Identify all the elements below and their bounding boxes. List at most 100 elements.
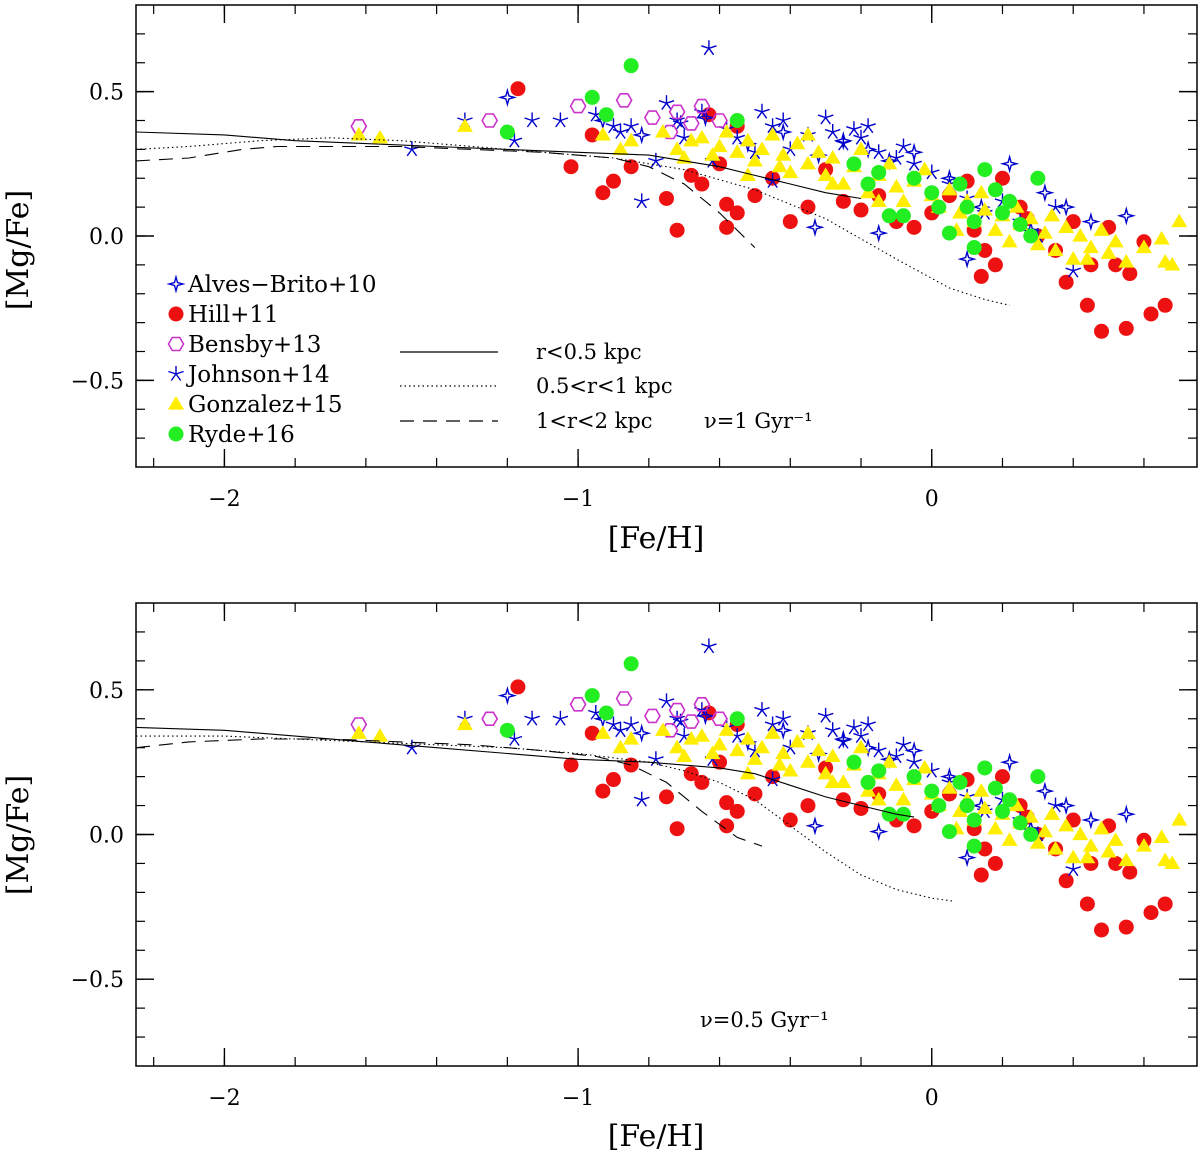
legend-marker-alves-brito-10 — [169, 277, 183, 291]
top-y-tick-label: −0.5 — [71, 369, 124, 394]
top-point-gonzalez-15 — [712, 138, 728, 152]
top-point-ryde-16 — [500, 125, 515, 140]
top-scatter-points — [351, 40, 1188, 338]
legend-label-hill: Hill+11 — [188, 302, 279, 328]
top-point-ryde-16 — [882, 208, 897, 223]
top-point-ryde-16 — [924, 185, 939, 200]
bottom-point-gonzalez-15 — [895, 792, 911, 806]
top-point-hill-11 — [1119, 321, 1134, 336]
bottom-point-ryde-16 — [924, 784, 939, 799]
top-point-bensby-13 — [617, 94, 632, 107]
bottom-point-hill-11 — [730, 804, 745, 819]
top-point-gonzalez-15 — [457, 118, 473, 132]
bottom-point-hill-11 — [783, 813, 798, 828]
bottom-point-johnson-14 — [871, 743, 886, 758]
bottom-point-gonzalez-15 — [1002, 832, 1018, 846]
bottom-xlabel: [Fe/H] — [608, 1119, 705, 1154]
top-point-hill-11 — [719, 220, 734, 235]
top-point-gonzalez-15 — [973, 185, 989, 199]
bottom-y-tick-label: 0.0 — [89, 824, 124, 849]
top-point-bensby-13 — [645, 111, 660, 124]
top-point-ryde-16 — [896, 208, 911, 223]
bottom-point-hill-11 — [1144, 905, 1159, 920]
top-point-johnson-14 — [525, 113, 540, 128]
bottom-point-bensby-13 — [684, 715, 699, 728]
bottom-point-bensby-13 — [617, 692, 632, 705]
top-point-johnson-14 — [634, 193, 649, 207]
top-point-gonzalez-15 — [1065, 251, 1081, 265]
top-point-ryde-16 — [977, 162, 992, 177]
top-point-hill-11 — [1122, 266, 1137, 281]
legend-marker-gonzalez-15 — [168, 396, 184, 410]
legend-marker-johnson-14 — [168, 366, 183, 381]
bottom-point-ryde-16 — [585, 688, 600, 703]
bottom-point-ryde-16 — [988, 781, 1003, 796]
top-point-hill-11 — [800, 200, 815, 215]
top-point-ryde-16 — [931, 200, 946, 215]
top-point-hill-11 — [659, 191, 674, 206]
bottom-point-alves-brito-10 — [1119, 807, 1133, 821]
top-point-alves-brito-10 — [635, 128, 649, 142]
top-point-ryde-16 — [960, 200, 975, 215]
bottom-point-gonzalez-15 — [1083, 838, 1099, 852]
bottom-point-hill-11 — [1080, 896, 1095, 911]
top-point-hill-11 — [907, 220, 922, 235]
top-point-hill-11 — [670, 223, 685, 238]
top-point-ryde-16 — [1013, 217, 1028, 232]
top-point-johnson-14 — [754, 104, 769, 119]
bottom-point-alves-brito-10 — [1059, 799, 1073, 813]
bottom-point-alves-brito-10 — [635, 726, 649, 740]
top-point-bensby-13 — [482, 114, 497, 127]
bottom-point-ryde-16 — [624, 656, 639, 671]
legend-label-alves-brito: Alves−Brito+10 — [187, 272, 377, 298]
top-x-tick-label: −1 — [562, 487, 594, 512]
top-x-tick-label: 0 — [925, 487, 939, 512]
top-x-tick-label: −2 — [208, 487, 240, 512]
top-point-ryde-16 — [953, 177, 968, 192]
bottom-point-hill-11 — [606, 772, 621, 787]
top-xlabel: [Fe/H] — [608, 521, 705, 556]
bottom-point-ryde-16 — [730, 711, 745, 726]
top-point-alves-brito-10 — [1084, 215, 1098, 229]
bottom-point-ryde-16 — [1013, 815, 1028, 830]
bottom-point-ryde-16 — [967, 813, 982, 828]
top-point-hill-11 — [1158, 298, 1173, 313]
top-point-gonzalez-15 — [888, 179, 904, 193]
top-point-ryde-16 — [871, 165, 886, 180]
top-point-hill-11 — [730, 205, 745, 220]
bottom-point-bensby-13 — [482, 712, 497, 725]
bottom-point-bensby-13 — [645, 709, 660, 722]
bottom-point-gonzalez-15 — [729, 743, 745, 757]
bottom-point-ryde-16 — [1030, 769, 1045, 784]
bottom-point-johnson-14 — [701, 638, 716, 653]
bottom-point-alves-brito-10 — [907, 744, 921, 758]
bottom-point-johnson-14 — [896, 737, 911, 752]
top-point-gonzalez-15 — [825, 150, 841, 164]
bottom-point-gonzalez-15 — [694, 728, 710, 742]
legend-label-bensby: Bensby+13 — [188, 332, 321, 358]
top-point-johnson-14 — [404, 141, 419, 155]
top-point-hill-11 — [694, 177, 709, 192]
top-point-hill-11 — [606, 174, 621, 189]
top-point-ryde-16 — [1002, 194, 1017, 209]
top-point-alves-brito-10 — [907, 145, 921, 159]
bottom-point-hill-11 — [974, 868, 989, 883]
top-point-ryde-16 — [599, 107, 614, 122]
bottom-point-alves-brito-10 — [1003, 755, 1017, 769]
bottom-point-gonzalez-15 — [1171, 812, 1187, 826]
bottom-point-alves-brito-10 — [1084, 813, 1098, 827]
top-point-johnson-14 — [846, 121, 861, 135]
top-point-johnson-14 — [701, 40, 716, 55]
bottom-point-ryde-16 — [861, 775, 876, 790]
bottom-point-ryde-16 — [942, 824, 957, 839]
bottom-x-tick-label: 0 — [925, 1086, 939, 1111]
top-point-johnson-14 — [553, 113, 568, 128]
bottom-point-gonzalez-15 — [1154, 829, 1170, 843]
bottom-point-ryde-16 — [907, 769, 922, 784]
bottom-point-hill-11 — [988, 856, 1003, 871]
top-point-johnson-14 — [818, 110, 833, 125]
bottom-point-hill-11 — [1158, 896, 1173, 911]
bottom-point-gonzalez-15 — [811, 743, 827, 757]
top-point-hill-11 — [510, 81, 525, 96]
